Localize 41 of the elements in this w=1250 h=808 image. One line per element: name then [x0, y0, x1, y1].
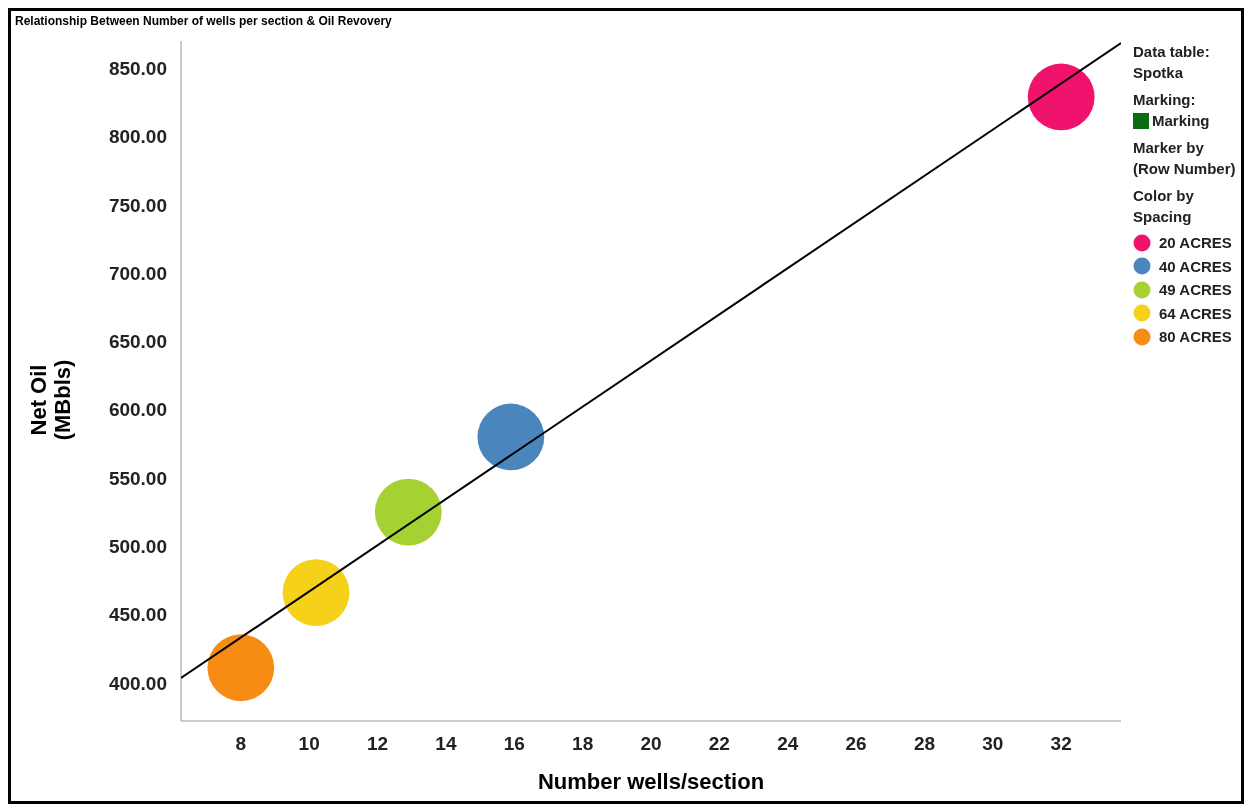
x-tick-label: 22	[708, 733, 730, 755]
legend-label: 49 ACRES	[1159, 280, 1232, 301]
legend-label: 20 ACRES	[1159, 233, 1232, 254]
y-tick-label: 800.00	[108, 126, 167, 148]
x-tick-label: 24	[777, 733, 799, 755]
chart-title: Relationship Between Number of wells per section & Oil Revovery	[15, 14, 392, 28]
x-tick-label: 20	[640, 733, 662, 755]
legend-label: 80 ACRES	[1159, 327, 1232, 348]
y-tick-label: 850.00	[108, 58, 167, 80]
x-tick-label: 8	[235, 733, 247, 755]
y-tick-label: 400.00	[108, 672, 167, 694]
legend-label: 64 ACRES	[1159, 303, 1232, 324]
x-axis-title: Number wells/section	[536, 769, 766, 795]
x-tick-label: 18	[572, 733, 594, 755]
y-tick-label: 600.00	[108, 399, 167, 421]
text: Data table: Spotka	[1133, 42, 1211, 83]
x-tick-label: 26	[845, 733, 867, 755]
x-tick-label: 14	[435, 733, 457, 755]
y-tick-label: 500.00	[108, 535, 167, 557]
y-tick-label: 750.00	[108, 194, 167, 216]
x-tick-label: 32	[1050, 733, 1072, 755]
legend-title: Color by Spacing	[1133, 186, 1195, 227]
point	[282, 559, 350, 626]
point	[374, 478, 442, 546]
y-tick-label: 550.00	[108, 467, 167, 489]
point	[207, 634, 275, 702]
x-tick-label: 16	[503, 733, 525, 755]
y-tick-label: 650.00	[108, 331, 167, 353]
point	[477, 403, 545, 471]
text: Marker by (Row Number)	[1133, 138, 1236, 179]
x-tick-label: 12	[366, 733, 389, 755]
x-tick-label: 10	[298, 733, 320, 755]
x-tick-label: 30	[982, 733, 1004, 755]
legend-label: 40 ACRES	[1159, 256, 1232, 277]
text: Marking	[1152, 111, 1210, 131]
y-axis-title: Net Oil (MBbls)	[26, 358, 75, 443]
y-tick-label: 450.00	[108, 604, 167, 626]
x-tick-label: 28	[913, 733, 936, 755]
y-tick-label: 700.00	[108, 262, 167, 284]
point	[1027, 63, 1095, 131]
text: Marking:	[1133, 90, 1197, 110]
